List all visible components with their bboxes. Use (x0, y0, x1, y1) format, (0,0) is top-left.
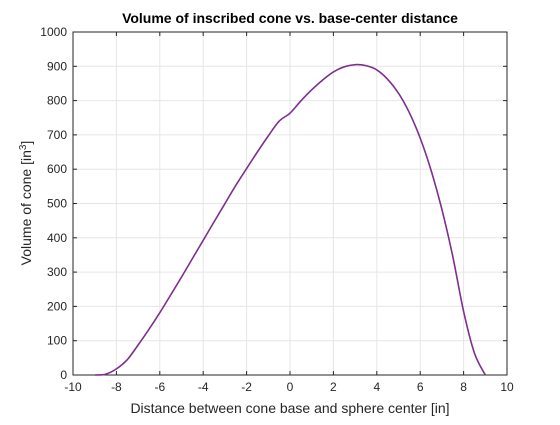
y-axis-label: Volume of cone [in3] (18, 141, 35, 266)
y-tick-label: 600 (47, 162, 67, 176)
y-axis-label-superscript: 3 (18, 144, 29, 150)
y-axis-label-main: Volume of cone [in (18, 150, 34, 265)
y-tick-label: 100 (47, 334, 67, 348)
x-axis-label: Distance between cone base and sphere ce… (130, 400, 449, 416)
x-tick-label: -8 (111, 380, 122, 394)
y-tick-label: 900 (47, 59, 67, 73)
y-tick-label: 300 (47, 265, 67, 279)
y-tick-label: 800 (47, 94, 67, 108)
x-tick-label: 0 (287, 380, 294, 394)
x-tick-label: 6 (417, 380, 424, 394)
y-tick-label: 0 (60, 368, 67, 382)
x-tick-label: -6 (154, 380, 165, 394)
x-tick-label: -4 (198, 380, 209, 394)
x-tick-label: -2 (241, 380, 252, 394)
x-tick-label: 2 (330, 380, 337, 394)
chart-title: Volume of inscribed cone vs. base-center… (122, 10, 458, 26)
tick-labels: -10 -8 -6 -4 -2 0 2 4 6 8 100100200300400500600700… (40, 25, 514, 394)
y-tick-label: 200 (47, 299, 67, 313)
x-tick-label: 10 (500, 380, 514, 394)
ticks (72, 31, 508, 376)
y-tick-label: 500 (47, 197, 67, 211)
x-tick-label: 8 (460, 380, 467, 394)
x-tick-label: -10 (64, 380, 82, 394)
y-tick-label: 700 (47, 128, 67, 142)
x-tick-label: 4 (373, 380, 380, 394)
y-tick-label: 1000 (40, 25, 67, 39)
y-axis-label-end: ] (18, 141, 34, 145)
series-line (94, 63, 487, 376)
y-tick-label: 400 (47, 231, 67, 245)
